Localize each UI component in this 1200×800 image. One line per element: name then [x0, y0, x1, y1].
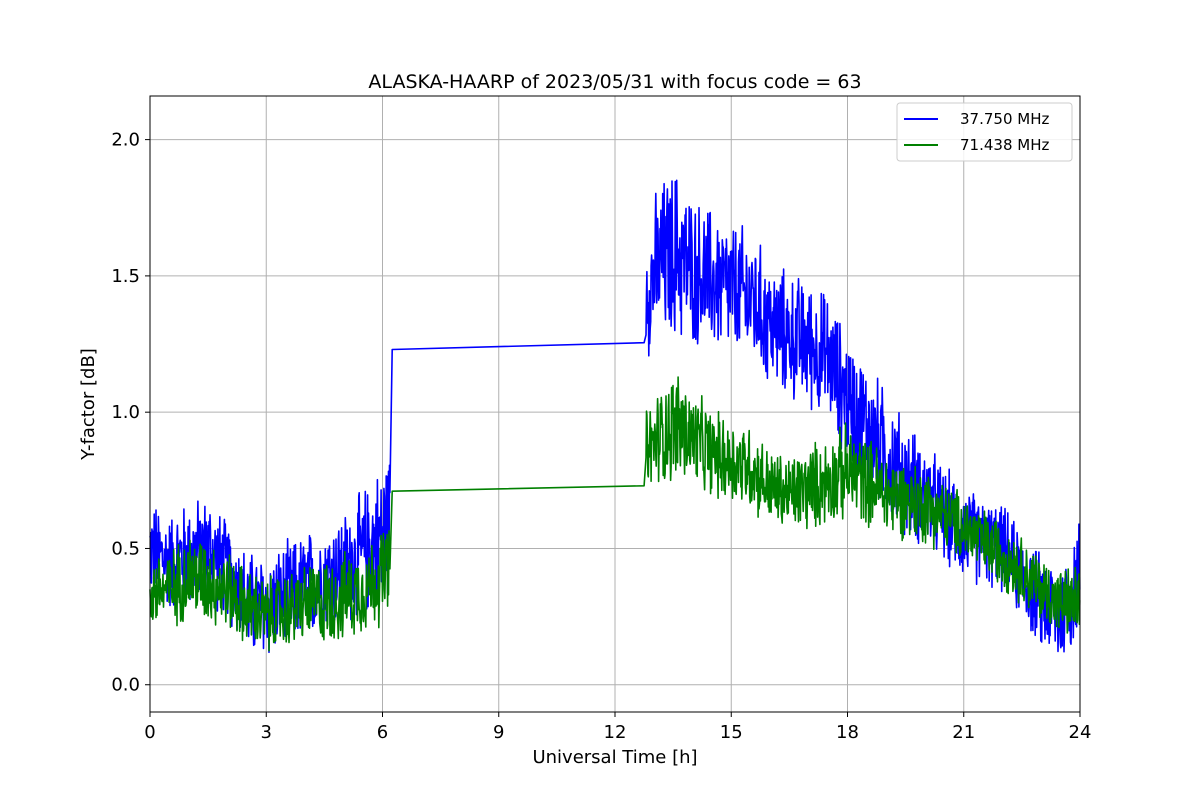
legend-label-71438: 71.438 MHz: [960, 136, 1049, 154]
y-axis: 0.0 0.5 1.0 1.5 2.0: [111, 130, 150, 696]
y-axis-label: Y-factor [dB]: [78, 348, 99, 461]
legend: 37.750 MHz 71.438 MHz: [896, 102, 1073, 162]
y-tick-label: 0.5: [111, 538, 140, 559]
x-tick-label: 18: [836, 722, 859, 743]
y-tick-label: 1.5: [111, 266, 140, 287]
x-axis-label: Universal Time [h]: [532, 747, 697, 768]
y-tick-label: 2.0: [111, 130, 140, 151]
series-line-71438: [149, 376, 1081, 652]
legend-box: [896, 102, 1073, 162]
x-tick-label: 3: [261, 722, 272, 743]
x-axis: 0 3 6 9 12 15 18 21 24: [144, 712, 1091, 743]
x-tick-label: 0: [144, 722, 155, 743]
legend-label-37750: 37.750 MHz: [960, 110, 1049, 128]
x-tick-label: 21: [952, 722, 975, 743]
chart-title: ALASKA-HAARP of 2023/05/31 with focus co…: [368, 71, 861, 93]
x-tick-label: 6: [377, 722, 388, 743]
y-tick-label: 0.0: [111, 675, 140, 696]
x-tick-label: 9: [493, 722, 504, 743]
x-tick-label: 12: [604, 722, 627, 743]
y-tick-label: 1.0: [111, 402, 140, 423]
x-tick-label: 15: [720, 722, 743, 743]
x-tick-label: 24: [1069, 722, 1092, 743]
plot-lines: [149, 179, 1081, 654]
